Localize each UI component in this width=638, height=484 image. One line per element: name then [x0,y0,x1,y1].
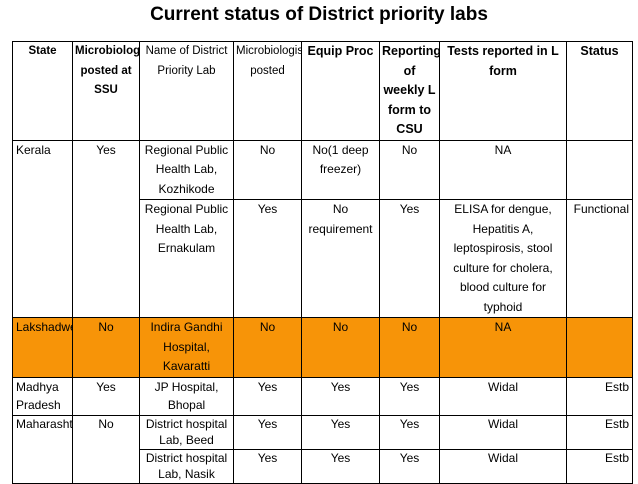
cell-ssu: Yes [72,376,140,416]
cell-state: Maharashtra [12,414,73,484]
cell-reporting: Yes [379,199,440,318]
header-microbiologist-posted: Microbiologist posted [233,41,302,141]
cell-ssu: No [72,414,140,484]
cell-equip: No requirement [301,199,380,318]
cell-status: Estb [566,376,633,416]
cell-ssu: Yes [72,139,140,318]
page-title: Current status of District priority labs [150,4,488,25]
cell-tests: NA [439,317,567,378]
cell-reporting: No [379,139,440,200]
cell-reporting: Yes [379,376,440,416]
header-tests: Tests reported in L form [439,41,567,141]
cell-posted: Yes [233,414,302,450]
header-state: State [12,41,73,141]
cell-tests: NA [439,139,567,200]
district-labs-table: State Microbiologist posted at SSU Name … [12,41,633,484]
header-equip-proc: Equip Proc [301,41,380,141]
header-row: State Microbiologist posted at SSU Name … [12,41,633,141]
cell-state: Kerala [12,139,73,318]
table-row: Maharashtra No District hospital Lab, Be… [12,414,633,484]
cell-equip: No [301,317,380,378]
cell-tests: Widal [439,376,567,416]
cell-posted: No [233,139,302,200]
header-status: Status [566,41,633,141]
table-row: Kerala Yes Regional Public Health Lab, K… [12,139,633,318]
cell-reporting: Yes [379,414,440,450]
cell-status: Functional [566,199,633,318]
cell-lab: District hospital Lab, Beed [139,414,234,450]
cell-state: Lakshadweep [12,317,73,378]
cell-equip: Yes [301,414,380,450]
cell-equip: Yes [301,376,380,416]
cell-lab: Indira Gandhi Hospital, Kavaratti [139,317,234,378]
cell-status: Estb [566,414,633,450]
cell-lab: Regional Public Health Lab, Ernakulam [139,199,234,318]
header-lab-name: Name of District Priority Lab [139,41,234,141]
cell-status [566,317,633,378]
table-row: Madhya Pradesh Yes JP Hospital, Bhopal Y… [12,376,633,416]
header-microbiologist-ssu: Microbiologist posted at SSU [72,41,140,141]
cell-tests: Widal [439,414,567,450]
table-row-highlighted: Lakshadweep No Indira Gandhi Hospital, K… [12,317,633,378]
table-row: Regional Public Health Lab, Ernakulam Ye… [13,199,633,318]
cell-posted: No [233,317,302,378]
cell-posted: Yes [233,199,302,318]
cell-lab: Regional Public Health Lab, Kozhikode [139,139,234,200]
cell-reporting: No [379,317,440,378]
cell-equip: No(1 deep freezer) [301,139,380,200]
header-reporting: Reporting of weekly L form to CSU [379,41,440,141]
cell-tests: ELISA for dengue, Hepatitis A, leptospir… [439,199,567,318]
cell-posted: Yes [233,376,302,416]
cell-lab: JP Hospital, Bhopal [139,376,234,416]
cell-state: Madhya Pradesh [12,376,73,416]
cell-status [566,139,633,200]
cell-ssu: No [72,317,140,378]
